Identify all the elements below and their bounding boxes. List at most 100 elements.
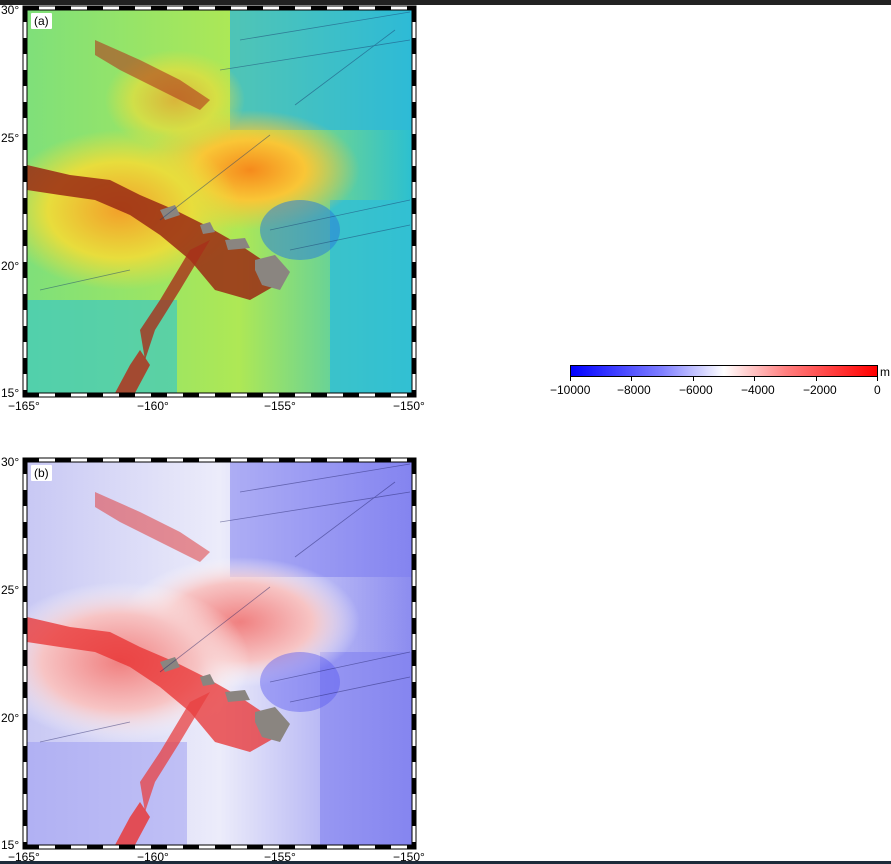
frame-segment: [23, 845, 39, 849]
frame-segment: [215, 393, 231, 397]
frame-segment: [23, 842, 27, 849]
frame-segment: [215, 845, 231, 849]
frame-segment: [412, 134, 416, 150]
frame-segment: [23, 358, 27, 374]
frame-segment: [279, 393, 295, 397]
colorbar-tick-mark: [692, 377, 694, 381]
frame-segment: [23, 554, 27, 570]
frame-segment: [407, 845, 416, 849]
frame-segment: [23, 682, 27, 698]
frame-segment: [412, 746, 416, 762]
panel-label-b: (b): [31, 465, 52, 481]
frame-segment: [247, 458, 263, 462]
frame-segment: [23, 326, 27, 342]
frame-segment: [412, 522, 416, 538]
frame-segment: [55, 393, 71, 397]
frame-segment: [23, 714, 27, 730]
frame-segment: [412, 554, 416, 570]
frame-segment: [23, 746, 27, 762]
frame-segment: [375, 845, 391, 849]
frame-segment: [412, 198, 416, 214]
frame-segment: [279, 458, 295, 462]
frame-segment: [247, 393, 263, 397]
frame-segment: [23, 522, 27, 538]
frame-segment: [23, 134, 27, 150]
frame-segment: [311, 393, 327, 397]
x-tick-label: −160°: [137, 850, 169, 864]
frame-segment: [23, 390, 27, 397]
frame-segment: [23, 198, 27, 214]
frame-segment: [87, 393, 103, 397]
frame-segment: [23, 70, 27, 86]
frame-segment: [412, 102, 416, 118]
frame-segment: [412, 294, 416, 310]
bathymetry-map-a: [22, 5, 417, 398]
panel-label-a: (a): [31, 13, 52, 29]
frame-segment: [23, 458, 39, 462]
frame-segment: [183, 393, 199, 397]
frame-segment: [215, 458, 231, 462]
colorbar-tick-mark: [754, 377, 756, 381]
frame-segment: [119, 6, 135, 10]
frame-segment: [183, 6, 199, 10]
frame-segment: [55, 845, 71, 849]
y-tick-label: 30°: [1, 455, 20, 469]
frame-segment: [311, 6, 327, 10]
frame-segment: [343, 845, 359, 849]
frame-segment: [375, 393, 391, 397]
window-bottom-border: [0, 861, 891, 864]
frame-segment: [87, 458, 103, 462]
frame-segment: [412, 458, 416, 474]
frame-segment: [343, 458, 359, 462]
frame-segment: [412, 682, 416, 698]
frame-segment: [412, 326, 416, 342]
frame-segment: [55, 458, 71, 462]
frame-segment: [412, 262, 416, 278]
frame-segment: [343, 393, 359, 397]
frame-segment: [183, 845, 199, 849]
frame-segment: [151, 393, 167, 397]
frame-segment: [23, 393, 39, 397]
x-tick-label: −150°: [393, 850, 425, 864]
frame-segment: [247, 6, 263, 10]
x-tick-label: −155°: [264, 399, 296, 413]
frame-segment: [119, 393, 135, 397]
frame-segment: [412, 490, 416, 506]
frame-segment: [412, 842, 416, 849]
frame-segment: [311, 845, 327, 849]
frame-segment: [23, 810, 27, 826]
frame-segment: [247, 845, 263, 849]
frame-segment: [279, 845, 295, 849]
frame-segment: [23, 778, 27, 794]
map-panel-b: (b) −165° −160° −155° −150° 30° 25° 20° …: [0, 452, 891, 864]
map-frame-ticks-a: [23, 6, 416, 397]
frame-segment: [412, 38, 416, 54]
map-panel-a: (a) −165° −160° −155° −150° 30° 25° 20° …: [0, 0, 891, 430]
x-tick-label: −160°: [137, 399, 169, 413]
frame-segment: [23, 650, 27, 666]
frame-segment: [412, 358, 416, 374]
y-tick-label: 20°: [1, 711, 20, 725]
colorbar-tick-label: 0: [874, 383, 881, 397]
frame-segment: [151, 458, 167, 462]
frame-segment: [119, 845, 135, 849]
frame-segment: [151, 845, 167, 849]
bathymetry-map-b: [22, 457, 417, 850]
frame-segment: [23, 586, 27, 602]
frame-segment: [23, 38, 27, 54]
frame-segment: [412, 390, 416, 397]
frame-segment: [23, 6, 39, 10]
frame-segment: [412, 586, 416, 602]
frame-segment: [412, 650, 416, 666]
y-tick-label: 25°: [1, 131, 20, 145]
frame-segment: [23, 490, 27, 506]
colorbar-tick-label: −8000: [617, 383, 651, 397]
colorbar-tick-mark: [631, 377, 633, 381]
colorbar-tick-mark: [877, 377, 878, 381]
y-tick-label: 25°: [1, 583, 20, 597]
frame-segment: [183, 458, 199, 462]
map-frame-ticks-b: [23, 458, 416, 849]
frame-segment: [215, 6, 231, 10]
frame-segment: [23, 166, 27, 182]
frame-segment: [279, 6, 295, 10]
